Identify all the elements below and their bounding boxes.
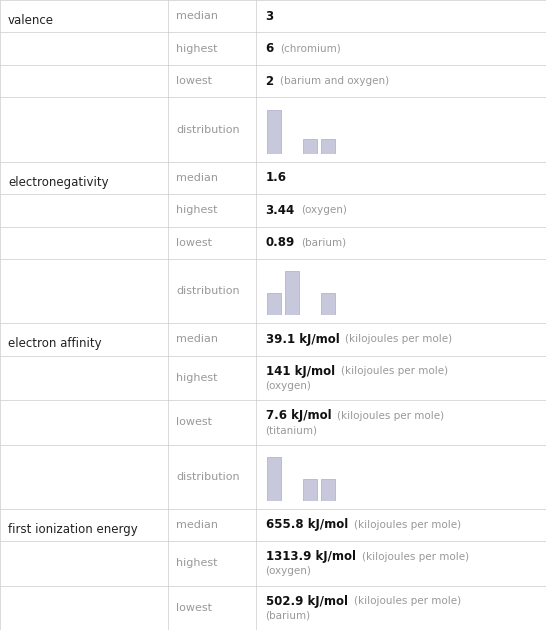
Text: distribution: distribution	[176, 472, 240, 481]
Text: 502.9 kJ/mol: 502.9 kJ/mol	[265, 595, 347, 607]
Bar	[303, 139, 317, 154]
Bar	[321, 479, 335, 501]
Text: highest: highest	[176, 43, 218, 54]
Bar	[303, 479, 317, 501]
Text: (oxygen): (oxygen)	[301, 205, 347, 215]
Text: highest: highest	[176, 205, 218, 215]
Text: (titanium): (titanium)	[265, 425, 318, 435]
Text: median: median	[176, 173, 218, 183]
Text: 141 kJ/mol: 141 kJ/mol	[265, 365, 335, 377]
Text: electron affinity: electron affinity	[8, 337, 102, 350]
Text: first ionization energy: first ionization energy	[8, 523, 138, 536]
Text: (barium and oxygen): (barium and oxygen)	[280, 76, 389, 86]
Text: 39.1 kJ/mol: 39.1 kJ/mol	[265, 333, 339, 346]
Text: (kilojoules per mole): (kilojoules per mole)	[341, 366, 448, 376]
Text: 3: 3	[265, 9, 274, 23]
Bar	[321, 139, 335, 154]
Text: (barium): (barium)	[265, 610, 311, 621]
Text: (kilojoules per mole): (kilojoules per mole)	[354, 596, 461, 606]
Text: lowest: lowest	[176, 603, 212, 613]
Text: (barium): (barium)	[301, 238, 346, 248]
Text: 2: 2	[265, 75, 274, 88]
Text: (oxygen): (oxygen)	[265, 566, 311, 576]
Text: (chromium): (chromium)	[280, 43, 341, 54]
Text: lowest: lowest	[176, 76, 212, 86]
Text: median: median	[176, 335, 218, 345]
Text: (kilojoules per mole): (kilojoules per mole)	[361, 552, 469, 562]
Text: 0.89: 0.89	[265, 236, 295, 249]
Text: electronegativity: electronegativity	[8, 176, 109, 188]
Bar	[268, 110, 282, 154]
Text: (oxygen): (oxygen)	[265, 381, 311, 391]
Text: median: median	[176, 11, 218, 21]
Bar	[321, 294, 335, 316]
Text: 3.44: 3.44	[265, 203, 295, 217]
Text: highest: highest	[176, 373, 218, 383]
Text: distribution: distribution	[176, 286, 240, 296]
Text: valence: valence	[8, 14, 54, 27]
Text: (kilojoules per mole): (kilojoules per mole)	[346, 335, 453, 345]
Text: lowest: lowest	[176, 417, 212, 427]
Text: median: median	[176, 520, 218, 530]
Text: lowest: lowest	[176, 238, 212, 248]
Text: 1313.9 kJ/mol: 1313.9 kJ/mol	[265, 550, 355, 563]
Text: highest: highest	[176, 558, 218, 568]
Bar	[285, 272, 299, 316]
Text: 7.6 kJ/mol: 7.6 kJ/mol	[265, 409, 331, 422]
Text: (kilojoules per mole): (kilojoules per mole)	[337, 411, 444, 421]
Text: 6: 6	[265, 42, 274, 55]
Text: 655.8 kJ/mol: 655.8 kJ/mol	[265, 518, 348, 531]
Text: distribution: distribution	[176, 125, 240, 134]
Text: (kilojoules per mole): (kilojoules per mole)	[354, 520, 461, 530]
Bar	[268, 457, 282, 501]
Text: 1.6: 1.6	[265, 171, 287, 185]
Bar	[268, 294, 282, 316]
